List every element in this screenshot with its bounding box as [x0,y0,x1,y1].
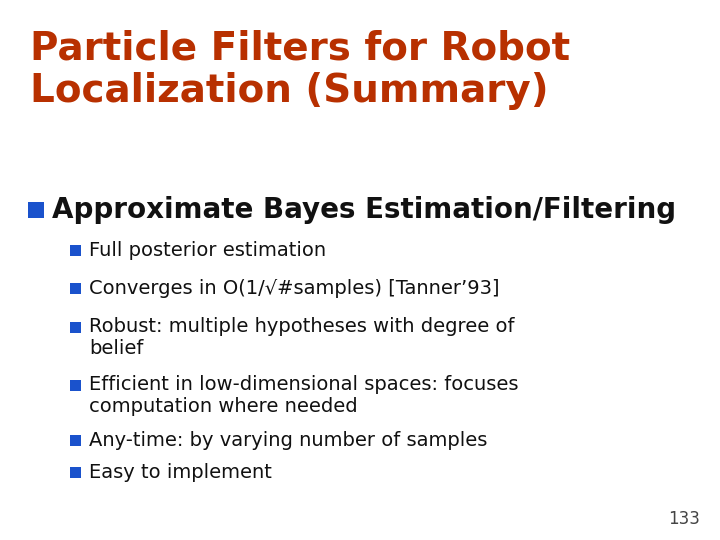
Bar [70,321,81,333]
Text: belief: belief [89,340,143,359]
Text: computation where needed: computation where needed [89,397,358,416]
Bar [70,282,81,294]
Bar [28,202,44,218]
Text: Any-time: by varying number of samples: Any-time: by varying number of samples [89,430,487,449]
Text: Robust: multiple hypotheses with degree of: Robust: multiple hypotheses with degree … [89,318,515,336]
Bar [70,435,81,446]
Text: Converges in O(1/√#samples) [Tanner’93]: Converges in O(1/√#samples) [Tanner’93] [89,279,500,298]
Bar [70,380,81,390]
Text: Efficient in low-dimensional spaces: focuses: Efficient in low-dimensional spaces: foc… [89,375,518,395]
Text: Full posterior estimation: Full posterior estimation [89,240,326,260]
Text: Particle Filters for Robot
Localization (Summary): Particle Filters for Robot Localization … [30,30,570,111]
Bar [70,245,81,255]
Bar [70,467,81,477]
Text: Easy to implement: Easy to implement [89,462,272,482]
Text: Approximate Bayes Estimation/Filtering: Approximate Bayes Estimation/Filtering [52,196,676,224]
Text: 133: 133 [668,510,700,528]
